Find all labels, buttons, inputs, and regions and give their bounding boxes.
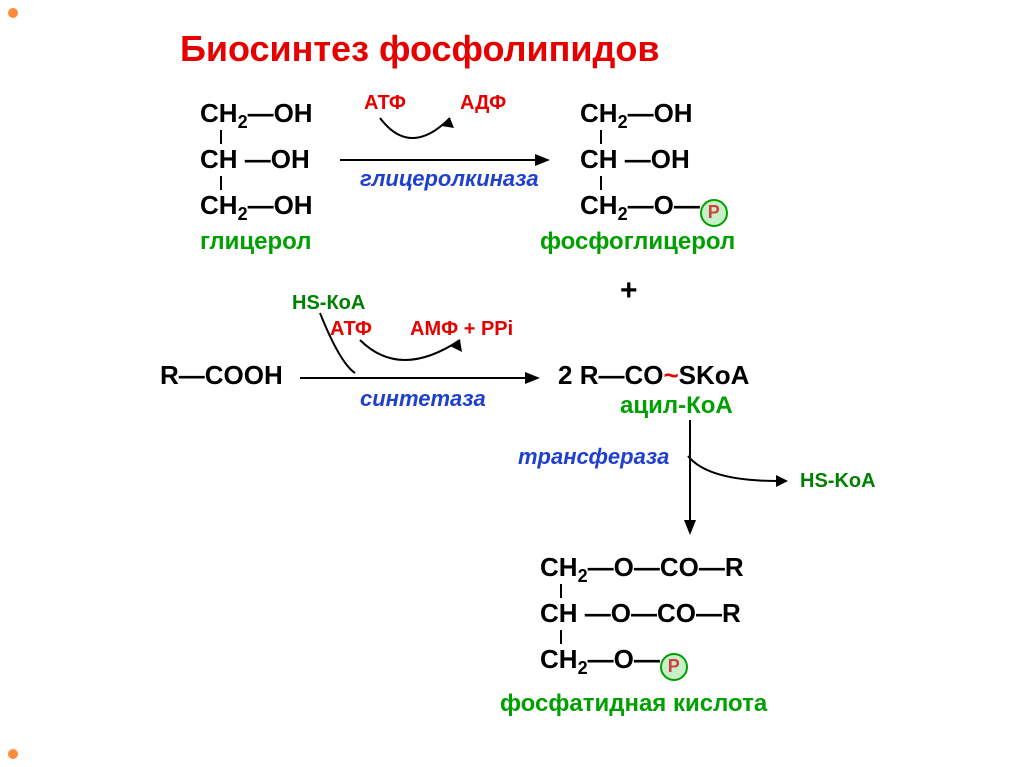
r2-co: CO [624,360,663,390]
pa-line3: CH2—O—P [540,644,688,679]
corner-dot-tl [8,8,18,18]
r2-skoa: SKoA [679,360,750,390]
pg1-ch: CH [580,98,618,128]
pg3-ch: CH [580,190,618,220]
pa-line2: CH —O—CO—R [540,598,741,629]
pg-line3: CH2—O—P [580,190,728,225]
r3-hskoa: HS-KoA [800,470,876,493]
pa3-o: O [614,644,634,674]
gl-vbond1 [220,130,222,144]
r1-enzyme: глицеролкиназа [360,166,539,192]
plus-sign: + [620,274,638,308]
pa-line1: CH2—O—CO—R [540,552,744,587]
pa-vbond2 [560,630,562,644]
pa2-co: CO [657,598,696,628]
r2-tilde: ~ [663,360,678,390]
pg-vbond2 [600,176,602,190]
pa1-co: CO [660,552,699,582]
glycerol-line2: CH —OH [200,144,310,175]
pg-name: фосфоглицерол [540,228,735,256]
r2-r: R [160,360,179,390]
p-circle-1: P [700,199,728,227]
pg2-oh: OH [651,144,690,174]
pg-line2: CH —OH [580,144,690,175]
pg1-sub: 2 [618,112,628,132]
pa3-ch: CH [540,644,578,674]
gl1-ch: CH [200,98,238,128]
r2-product: 2 R—CO~SKoA [558,360,749,391]
pa-name: фосфатидная кислота [500,690,767,718]
pa3-sub: 2 [578,658,588,678]
pa2-o: O [611,598,631,628]
pg1-oh: OH [654,98,693,128]
r2-product-name: ацил-КоА [620,392,733,420]
gl3-oh: OH [274,190,313,220]
pg3-o: O [654,190,674,220]
pa2-r: R [722,598,741,628]
gl-vbond2 [220,176,222,190]
r3-enzyme: трансфераза [518,444,669,470]
corner-dot-bl [8,749,18,759]
pg2-ch: CH [580,144,618,174]
gl3-sub: 2 [238,204,248,224]
pa1-o: O [614,552,634,582]
r3-hskoa-arrow [688,456,798,496]
gl1-oh: OH [274,98,313,128]
pg-line1: CH2—OH [580,98,693,133]
pg3-sub: 2 [618,204,628,224]
pa1-sub: 2 [578,566,588,586]
p-circle-2: P [660,653,688,681]
r2-coef: 2 [558,360,572,390]
gl2-oh: OH [271,144,310,174]
glycerol-line3: CH2—OH [200,190,313,225]
r2-enzyme: синтетаза [360,386,486,412]
r2-cooh: COOH [205,360,283,390]
r2-pr: R [580,360,599,390]
pa1-ch: CH [540,552,578,582]
glycerol-name: глицерол [200,228,311,256]
pa2-ch: CH [540,598,578,628]
r2-substrate: R—COOH [160,360,283,391]
pa1-r: R [725,552,744,582]
gl3-ch: CH [200,190,238,220]
r2-main-arrow [300,368,550,388]
pg-vbond1 [600,130,602,144]
page-title: Биосинтез фосфолипидов [180,28,660,70]
gl1-sub: 2 [238,112,248,132]
pa-vbond1 [560,584,562,598]
gl2-ch: CH [200,144,238,174]
glycerol-line1: CH2—OH [200,98,313,133]
